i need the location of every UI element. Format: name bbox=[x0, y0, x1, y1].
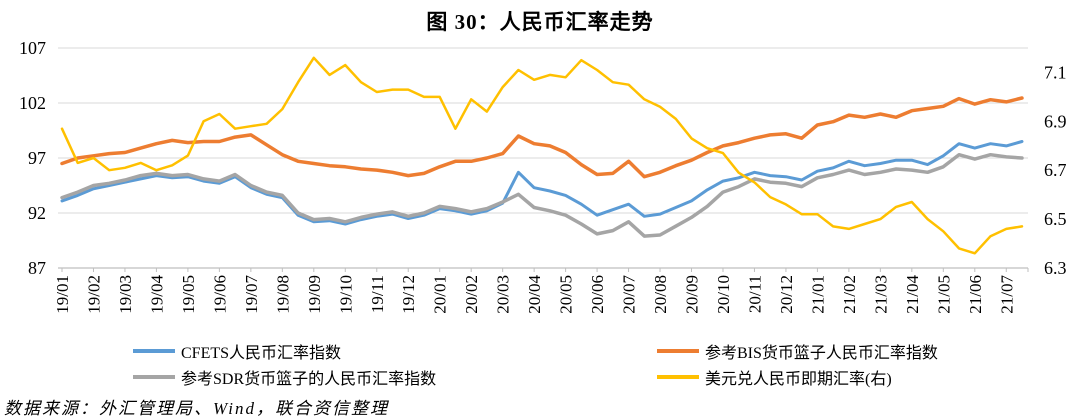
x-tick-label: 21/02 bbox=[840, 275, 859, 314]
right-axis-label: 7.1 bbox=[1044, 62, 1067, 82]
x-tick-label: 20/09 bbox=[683, 275, 702, 314]
x-tick-label: 20/06 bbox=[588, 275, 607, 314]
x-tick-label: 19/05 bbox=[179, 275, 198, 314]
x-tick-label: 21/03 bbox=[871, 275, 890, 314]
left-axis-label: 92 bbox=[28, 203, 46, 223]
left-axis-label: 102 bbox=[19, 93, 46, 113]
right-axis-label: 6.5 bbox=[1044, 209, 1067, 229]
right-axis-label: 6.7 bbox=[1044, 160, 1067, 180]
legend-swatch-usdcny-line bbox=[657, 375, 699, 379]
legend-item-usdcny: 美元兑人民币即期汇率(右) bbox=[657, 367, 892, 388]
x-tick-label: 20/10 bbox=[714, 275, 733, 314]
chart-title: 图 30：人民币汇率走势 bbox=[426, 10, 654, 34]
right-axis-label: 6.3 bbox=[1044, 258, 1067, 278]
x-tick-label: 19/06 bbox=[210, 275, 229, 314]
x-tick-label: 20/05 bbox=[557, 275, 576, 314]
x-tick-label: 21/04 bbox=[903, 275, 922, 314]
left-axis-label: 87 bbox=[28, 258, 46, 278]
x-tick-label: 20/08 bbox=[651, 275, 670, 314]
x-tick-label: 19/11 bbox=[368, 275, 387, 313]
legend-label-usdcny: 美元兑人民币即期汇率(右) bbox=[705, 371, 892, 388]
left-axis-label: 97 bbox=[28, 148, 46, 168]
x-tick-label: 21/07 bbox=[997, 275, 1016, 314]
legend-item-sdr: 参考SDR货币篮子的人民币汇率指数 bbox=[133, 367, 437, 388]
x-tick-label: 19/01 bbox=[53, 275, 72, 314]
right-axis-label: 6.9 bbox=[1044, 111, 1067, 131]
x-tick-label: 19/03 bbox=[116, 275, 135, 314]
x-tick-label: 20/07 bbox=[620, 275, 639, 314]
x-tick-label: 20/12 bbox=[777, 275, 796, 314]
legend-swatch-sdr-line bbox=[133, 375, 175, 379]
series-line-cfets bbox=[60, 140, 1024, 226]
x-tick-label: 20/01 bbox=[431, 275, 450, 314]
x-tick-label: 19/07 bbox=[242, 275, 261, 314]
x-tick-label: 21/01 bbox=[808, 275, 827, 314]
x-tick-label: 19/09 bbox=[305, 275, 324, 314]
x-tick-label: 19/02 bbox=[84, 275, 103, 314]
x-tick-label: 20/02 bbox=[462, 275, 481, 314]
source-note: 数据来源：外汇管理局、Wind，联合资信整理 bbox=[4, 399, 389, 418]
x-tick-label: 19/04 bbox=[147, 275, 166, 314]
legend-label-bis: 参考BIS货币篮子人民币汇率指数 bbox=[705, 345, 938, 362]
left-axis-label: 107 bbox=[19, 38, 46, 58]
legend-swatch-bis-line bbox=[657, 349, 699, 353]
x-tick-label: 20/04 bbox=[525, 275, 544, 314]
legend-swatch-cfets-line bbox=[133, 349, 175, 353]
legend-label-sdr: 参考SDR货币篮子的人民币汇率指数 bbox=[181, 371, 437, 388]
x-tick-label: 19/12 bbox=[399, 275, 418, 314]
x-tick-label: 20/11 bbox=[745, 275, 764, 313]
series-line-usdcny bbox=[60, 56, 1024, 255]
legend-item-cfets: CFETS人民币汇率指数 bbox=[133, 341, 342, 362]
series-line-bis bbox=[60, 96, 1024, 179]
x-tick-label: 19/10 bbox=[336, 275, 355, 314]
x-tick-label: 21/06 bbox=[966, 275, 985, 314]
series-line-sdr bbox=[60, 152, 1024, 238]
legend-item-bis: 参考BIS货币篮子人民币汇率指数 bbox=[657, 341, 938, 362]
x-tick-label: 19/08 bbox=[273, 275, 292, 314]
legend-label-cfets: CFETS人民币汇率指数 bbox=[181, 345, 342, 362]
x-tick-label: 20/03 bbox=[494, 275, 513, 314]
x-tick-label: 21/05 bbox=[934, 275, 953, 314]
